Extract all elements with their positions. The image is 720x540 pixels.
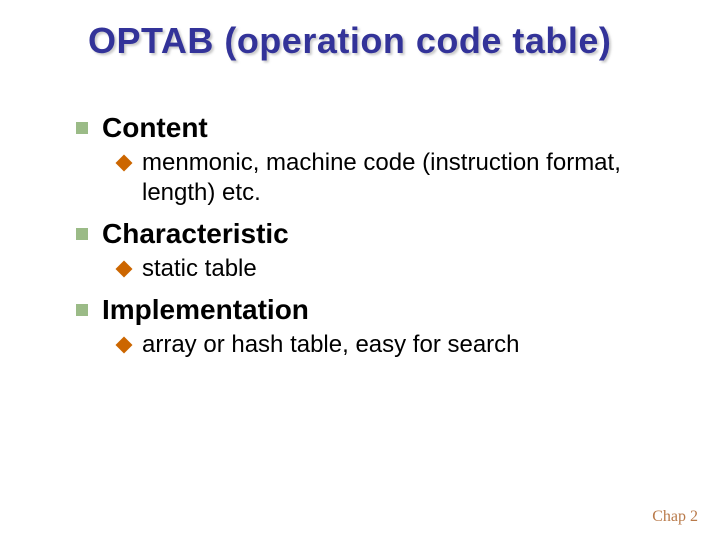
sub-bullet-text: array or hash table, easy for search: [142, 330, 520, 360]
diamond-bullet-icon: [116, 155, 133, 172]
square-bullet-icon: [76, 304, 88, 316]
bullet-label: Characteristic: [102, 218, 289, 250]
slide: OPTAB (operation code table) Content men…: [0, 0, 720, 540]
bullet-row: Implementation: [76, 294, 656, 326]
sub-bullet-text: menmonic, machine code (instruction form…: [142, 148, 656, 208]
slide-title: OPTAB (operation code table): [88, 20, 611, 62]
slide-footer: Chap 2: [652, 508, 698, 526]
slide-body: Content menmonic, machine code (instruct…: [76, 108, 656, 370]
sub-bullet: menmonic, machine code (instruction form…: [118, 148, 656, 208]
bullet-characteristic: Characteristic static table: [76, 218, 656, 284]
square-bullet-icon: [76, 228, 88, 240]
bullet-label: Implementation: [102, 294, 309, 326]
bullet-implementation: Implementation array or hash table, easy…: [76, 294, 656, 360]
sub-bullet: static table: [118, 254, 656, 284]
diamond-bullet-icon: [116, 261, 133, 278]
sub-bullet-text: static table: [142, 254, 257, 284]
bullet-label: Content: [102, 112, 208, 144]
bullet-content: Content menmonic, machine code (instruct…: [76, 112, 656, 208]
sub-bullet: array or hash table, easy for search: [118, 330, 656, 360]
bullet-row: Content: [76, 112, 656, 144]
diamond-bullet-icon: [116, 337, 133, 354]
square-bullet-icon: [76, 122, 88, 134]
bullet-row: Characteristic: [76, 218, 656, 250]
